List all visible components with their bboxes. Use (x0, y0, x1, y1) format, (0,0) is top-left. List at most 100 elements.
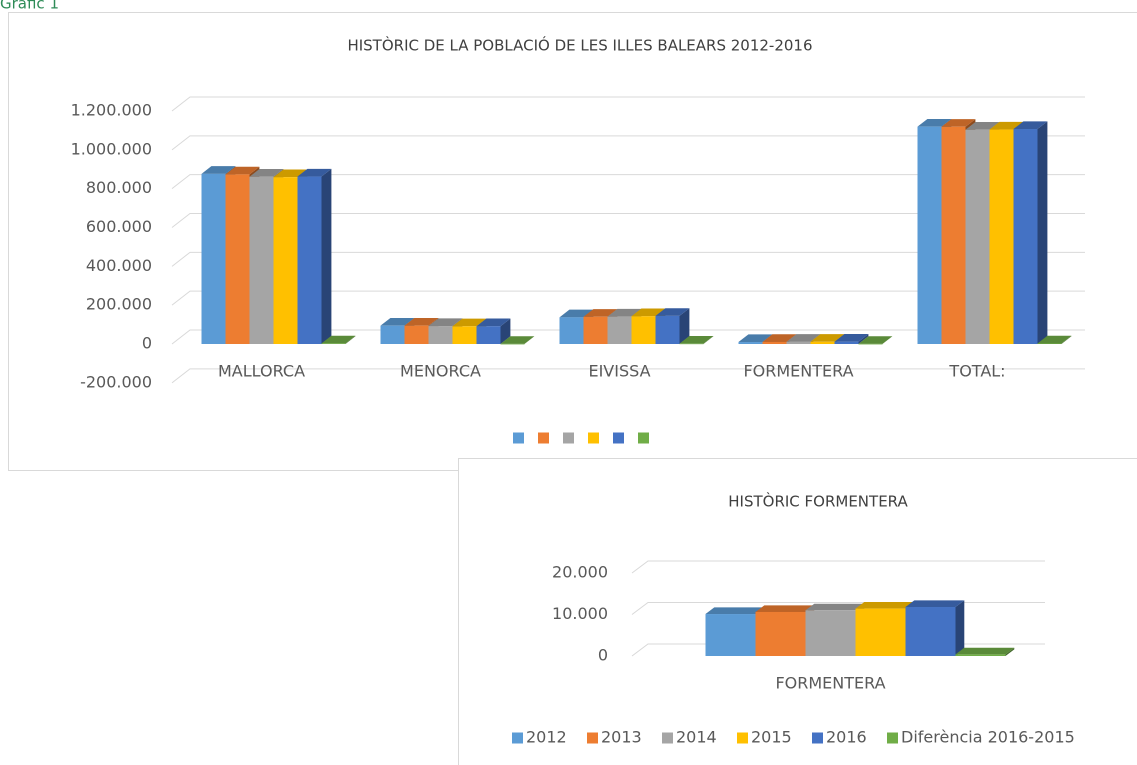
bar-front (858, 343, 883, 345)
bar-top (428, 318, 463, 327)
bar-front (201, 173, 226, 344)
bar (655, 308, 690, 344)
chart-2: HISTÒRIC FORMENTERA 0 10.000 20.000 FORMENT… (512, 492, 1075, 747)
bar-front (559, 317, 584, 344)
grid-line (171, 213, 1085, 228)
bar-front (249, 176, 274, 344)
bar-front (705, 614, 756, 656)
y-tick-label: 1.000.000 (71, 139, 152, 158)
bar-front (905, 607, 956, 656)
bar-front (989, 129, 1014, 344)
y-tick-label: -200.000 (80, 372, 152, 391)
legend-label: 2016 (826, 728, 867, 747)
bar-front (655, 315, 680, 344)
bar-front (1013, 129, 1038, 344)
bar-front (631, 316, 656, 344)
legend-label: 2012 (526, 728, 567, 747)
legend-swatch (812, 732, 823, 744)
bar-top (404, 317, 439, 326)
bar-side (1061, 335, 1072, 344)
legend-swatch (737, 732, 748, 744)
grid-line (171, 251, 1085, 267)
bar-top (965, 122, 1000, 130)
legend-swatch (563, 432, 574, 444)
bar-top (321, 335, 356, 344)
bar-side (500, 318, 511, 344)
bar-top (705, 607, 765, 615)
bar-top (297, 168, 332, 177)
bar-front (452, 326, 477, 344)
legend-swatch (613, 432, 624, 444)
bar-front (762, 341, 787, 344)
y-tick-label: 20.000 (552, 563, 608, 582)
bar-top (855, 602, 915, 609)
legend-swatch (588, 432, 599, 444)
bar-side (345, 335, 356, 344)
bar-top (905, 600, 965, 608)
bar-top (679, 335, 714, 344)
legend-swatch (512, 732, 523, 744)
bar (955, 647, 1015, 656)
x-tick-label: TOTAL: (948, 362, 1005, 381)
y-tick-label: 400.000 (86, 256, 152, 275)
bar-top (1013, 121, 1048, 130)
legend-swatch (887, 732, 898, 744)
bar-top (955, 647, 1015, 655)
chart-title: HISTÒRIC DE LA POBLACIÓ DE LES ILLES BAL… (347, 36, 812, 55)
bar-top (786, 334, 821, 342)
bar-front (273, 177, 298, 344)
bar (1037, 335, 1072, 344)
bar-front (917, 126, 942, 344)
y-tick-label: 10.000 (552, 604, 608, 623)
bar-side (882, 336, 893, 344)
bar-front (1037, 343, 1062, 344)
bar-top (583, 309, 618, 317)
grid-line (171, 96, 1085, 112)
legend-swatch (587, 732, 598, 744)
bar (476, 318, 511, 344)
bar (500, 336, 535, 345)
legend-label: 2013 (601, 728, 642, 747)
bar-top (762, 334, 797, 342)
x-tick-label: EIVISSA (588, 362, 650, 381)
bar-top (917, 118, 952, 127)
bar-side (524, 336, 535, 344)
x-tick-label: FORMENTERA (775, 674, 885, 693)
bar-top (858, 336, 893, 344)
bar-top (607, 308, 642, 317)
grid-line (171, 174, 1085, 190)
legend-label: 2014 (676, 728, 717, 747)
bar-front (428, 326, 453, 344)
legend-label: Diferència 2016-2015 (901, 728, 1075, 747)
bar-front (941, 126, 966, 345)
y-tick-label: 0 (142, 334, 152, 353)
bar (855, 602, 915, 656)
bar (805, 603, 865, 656)
bar-front (225, 174, 250, 344)
bar-top (805, 603, 865, 611)
y-tick-label: 0 (598, 646, 608, 665)
x-tick-label: FORMENTERA (743, 362, 853, 381)
bar-top (655, 308, 690, 316)
bar-top (631, 308, 666, 317)
bar-front (965, 129, 990, 344)
legend-swatch (538, 432, 549, 444)
bar-side (1037, 121, 1048, 344)
x-tick-label: MENORCA (400, 362, 481, 381)
bar-front (786, 341, 811, 344)
legend-swatch (662, 732, 673, 744)
bar-side (955, 600, 965, 656)
bar-side (321, 168, 332, 344)
bar-top (941, 119, 976, 127)
legend-swatch (638, 432, 649, 444)
bar-front (297, 176, 322, 344)
bar-top (738, 334, 773, 343)
bar-front (380, 325, 405, 344)
bar-front (476, 326, 501, 344)
bar-top (989, 121, 1024, 130)
bar (834, 334, 869, 344)
bar-top (1037, 335, 1072, 344)
grid-line (171, 329, 1085, 345)
